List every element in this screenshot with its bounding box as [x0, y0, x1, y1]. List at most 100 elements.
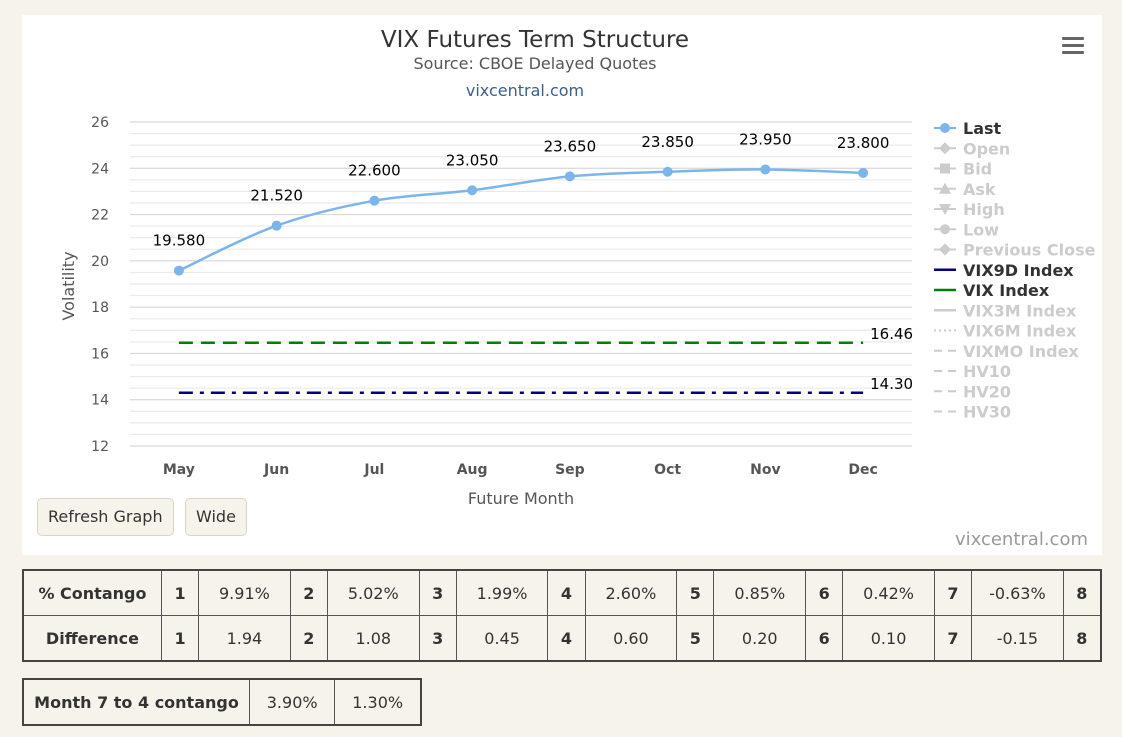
month-number-cell: 2 — [289, 615, 328, 662]
legend-label: VIXMO Index — [963, 342, 1079, 361]
last-data-label: 22.600 — [348, 162, 401, 180]
legend-item[interactable]: VIX3M Index — [934, 301, 1077, 320]
legend-item[interactable]: HV10 — [934, 362, 1011, 381]
month-number-cell: 3 — [418, 615, 457, 662]
value-cell: 0.45 — [455, 615, 549, 662]
month-number-cell: 7 — [933, 569, 973, 616]
value-cell: 0.20 — [713, 615, 807, 662]
x-tick-label: Dec — [848, 462, 877, 478]
month-number-cell: 5 — [676, 615, 715, 662]
value-cell: 9.91% — [198, 569, 291, 616]
legend-label: VIX Index — [963, 281, 1050, 300]
value-cell: -0.15 — [971, 615, 1064, 662]
month-number-cell: 5 — [676, 569, 715, 616]
legend-item[interactable]: Last — [934, 119, 1002, 138]
value-cell: 0.85% — [713, 569, 807, 616]
month-number-cell: 4 — [547, 569, 586, 616]
last-data-point[interactable] — [369, 195, 380, 206]
last-data-label: 23.850 — [641, 133, 694, 151]
row-label: Difference — [22, 615, 162, 662]
legend-item[interactable]: Low — [934, 220, 999, 239]
legend-label: Bid — [963, 160, 992, 179]
x-tick-label: Nov — [750, 462, 780, 478]
contango-row: % Contango 1 9.91% 2 5.02% 3 1.99% 4 2.60% 5 0.85%… — [22, 569, 1102, 616]
month-number-cell: 8 — [1062, 569, 1102, 616]
legend-label: Ask — [963, 180, 996, 199]
month-number-cell: 1 — [160, 569, 200, 616]
y-tick-label: 24 — [91, 161, 109, 177]
x-tick-label: Jul — [363, 462, 384, 478]
legend-item[interactable]: Ask — [934, 180, 996, 199]
month-contango-label: Month 7 to 4 contango — [22, 678, 250, 726]
legend-item[interactable]: HV30 — [934, 403, 1011, 422]
last-data-point[interactable] — [173, 265, 184, 276]
value-cell: 1.94 — [198, 615, 291, 662]
x-tick-label: May — [163, 462, 195, 478]
legend-marker-circle — [940, 123, 950, 133]
legend-label: HV10 — [963, 362, 1011, 381]
y-tick-label: 18 — [91, 300, 109, 316]
month-contango-value: 1.30% — [334, 678, 422, 726]
last-data-point[interactable] — [858, 167, 869, 178]
legend-label: Last — [963, 119, 1002, 138]
legend-item[interactable]: Open — [934, 139, 1010, 158]
month-contango-table: Month 7 to 4 contango 3.90% 1.30% — [22, 678, 422, 726]
legend-marker-diamond — [939, 243, 951, 256]
row-label: % Contango — [22, 569, 162, 616]
refresh-graph-button[interactable]: Refresh Graph — [37, 498, 174, 536]
legend-item[interactable]: HV20 — [934, 382, 1011, 401]
value-cell: 0.42% — [842, 569, 935, 616]
last-data-label: 21.520 — [250, 187, 303, 205]
month-contango-value: 3.90% — [248, 678, 336, 726]
last-data-point[interactable] — [760, 164, 771, 175]
last-data-label: 19.580 — [153, 232, 206, 250]
month-number-cell: 2 — [289, 569, 328, 616]
legend-item[interactable]: VIX9D Index — [934, 261, 1074, 280]
month-number-cell: 6 — [805, 569, 844, 616]
x-tick-label: Sep — [555, 462, 585, 478]
value-cell: 1.99% — [455, 569, 549, 616]
value-cell: 0.10 — [842, 615, 935, 662]
credit-link[interactable]: vixcentral.com — [954, 529, 1088, 550]
legend-label: VIX6M Index — [963, 322, 1077, 341]
legend-item[interactable]: Previous Close — [934, 241, 1096, 260]
last-data-label: 23.800 — [837, 134, 890, 152]
month-number-cell: 6 — [805, 615, 844, 662]
legend-item[interactable]: Bid — [934, 160, 992, 179]
legend-marker-circle — [940, 224, 950, 235]
legend-label: Low — [963, 220, 999, 239]
legend-item[interactable]: VIXMO Index — [934, 342, 1079, 361]
legend-label: Previous Close — [963, 241, 1096, 260]
value-cell: 0.60 — [584, 615, 678, 662]
chart-link[interactable]: vixcentral.com — [466, 81, 584, 100]
legend-label: HV20 — [963, 382, 1011, 401]
last-data-point[interactable] — [564, 171, 575, 182]
x-axis-title: Future Month — [468, 489, 574, 508]
legend-marker-diamond — [939, 142, 951, 155]
y-tick-label: 20 — [91, 254, 109, 270]
y-tick-label: 26 — [91, 115, 109, 131]
last-data-label: 23.050 — [446, 151, 499, 169]
vix-index-value-label: 16.46 — [870, 325, 913, 343]
y-tick-label: 22 — [91, 208, 109, 224]
legend-item[interactable]: VIX Index — [934, 281, 1050, 300]
last-data-point[interactable] — [467, 185, 478, 196]
wide-button[interactable]: Wide — [185, 498, 247, 536]
last-data-point[interactable] — [271, 220, 282, 231]
last-data-label: 23.950 — [739, 130, 792, 148]
chart-subtitle: Source: CBOE Delayed Quotes — [413, 54, 656, 73]
legend-item[interactable]: High — [934, 200, 1005, 219]
contango-row: Difference 1 1.94 2 1.08 3 0.45 4 0.60 5 0.20 6 0.10… — [22, 615, 1102, 662]
y-axis-title: Volatility — [59, 251, 78, 320]
x-tick-label: Jun — [263, 462, 289, 478]
month-number-cell: 8 — [1062, 615, 1102, 662]
legend-item[interactable]: VIX6M Index — [934, 322, 1077, 341]
x-tick-label: Oct — [654, 462, 681, 478]
month-contango-row: Month 7 to 4 contango 3.90% 1.30% — [22, 678, 422, 726]
y-tick-label: 16 — [91, 346, 109, 362]
last-data-label: 23.650 — [544, 137, 597, 155]
last-data-point[interactable] — [662, 166, 673, 177]
term-structure-chart: VIX Futures Term Structure Source: CBOE … — [59, 27, 1096, 508]
menu-icon[interactable] — [1062, 37, 1084, 55]
value-cell: 5.02% — [326, 569, 420, 616]
